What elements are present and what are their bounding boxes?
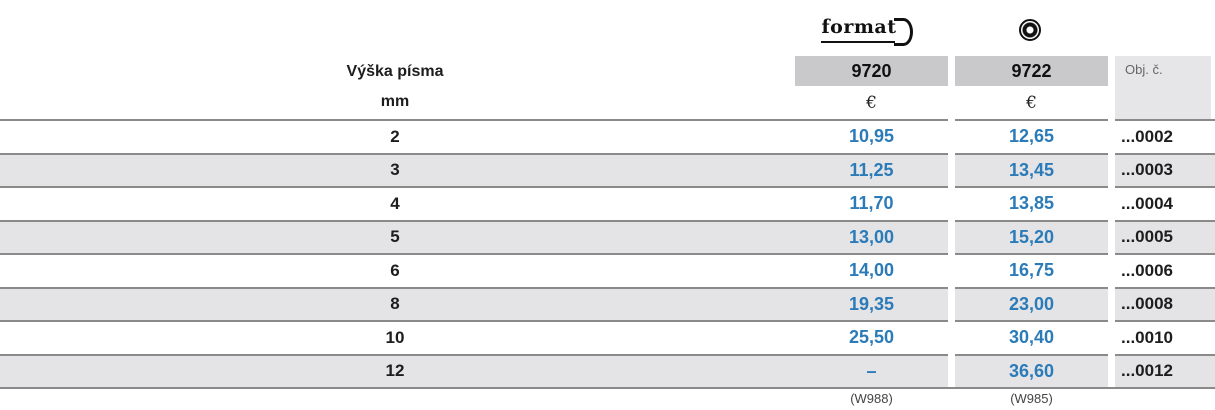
column-gap: [948, 353, 955, 389]
price-9720-cell: 11,70: [849, 193, 894, 214]
format-logo: format: [790, 8, 940, 52]
letter-height-cell: 5: [390, 227, 400, 247]
currency-col2: €: [1026, 92, 1037, 113]
footnote-col1: (W988): [850, 390, 893, 406]
letter-height-cell: 3: [390, 160, 400, 180]
table-row: 6 14,00 16,75 ...0006: [0, 253, 1215, 289]
price-9722-cell: 16,75: [1008, 260, 1055, 281]
price-9722-cell: 15,20: [1008, 226, 1055, 247]
order-number-cell: ...0005: [1121, 227, 1173, 247]
letter-height-cell: 4: [390, 193, 400, 213]
column-gap: [948, 119, 955, 155]
price-9720-cell: 25,50: [848, 327, 895, 348]
format-logo-mark: format: [815, 14, 914, 46]
column-gap: [948, 286, 955, 322]
column-gap: [1108, 152, 1115, 188]
price-9722-cell: 36,60: [1008, 360, 1055, 381]
table-row: 10 25,50 30,40 ...0010: [0, 320, 1215, 356]
column-title: Výška písma: [346, 63, 444, 80]
column-gap: [948, 320, 955, 356]
column-gap: [1108, 286, 1115, 322]
column-gap: [948, 219, 955, 255]
price-9720-cell: 10,95: [848, 126, 895, 147]
table-row: 4 11,70 13,85 ...0004: [0, 186, 1215, 222]
price-9722-cell: 30,40: [1008, 327, 1055, 348]
table-row: 12 – 36,60 ...0012: [0, 353, 1215, 389]
circular-seal-icon: [1019, 19, 1041, 41]
format-logo-text: format: [821, 16, 897, 38]
price-9720-cell: 14,00: [848, 260, 895, 281]
footnote-col2: (W985): [1010, 390, 1053, 406]
table-row: 8 19,35 23,00 ...0008: [0, 286, 1215, 322]
seal-logo: [950, 8, 1110, 52]
table-bottom-rule: [0, 387, 1215, 389]
column-gap: [1108, 186, 1115, 222]
column-gap: [948, 152, 955, 188]
column-gap: [1108, 219, 1115, 255]
column-unit: mm: [380, 93, 410, 110]
price-9720-cell: 19,35: [848, 293, 895, 314]
table-row: 5 13,00 15,20 ...0005: [0, 219, 1215, 255]
letter-height-cell: 2: [390, 126, 400, 146]
letter-height-cell: 12: [385, 361, 405, 381]
column-gap: [948, 253, 955, 289]
price-9720-cell: 11,25: [849, 159, 894, 180]
price-9722-cell: 12,65: [1008, 126, 1055, 147]
order-number-cell: ...0010: [1121, 327, 1173, 347]
column-gap: [1108, 253, 1115, 289]
price-9720-cell: –: [866, 360, 877, 381]
letter-height-cell: 6: [390, 260, 400, 280]
order-number-header: Obj. č.: [1115, 56, 1211, 119]
order-number-cell: ...0004: [1121, 193, 1173, 213]
order-number-cell: ...0012: [1121, 361, 1173, 381]
column-gap: [1108, 320, 1115, 356]
order-number-cell: ...0006: [1121, 260, 1173, 280]
price-9720-cell: 13,00: [848, 226, 895, 247]
price-9722-cell: 23,00: [1008, 293, 1055, 314]
product-code-9722: 9722: [955, 56, 1108, 86]
column-gap: [948, 186, 955, 222]
order-number-cell: ...0003: [1121, 160, 1173, 180]
letter-height-cell: 10: [385, 327, 405, 347]
order-number-cell: ...0008: [1121, 294, 1173, 314]
price-9722-cell: 13,45: [1008, 159, 1055, 180]
column-gap: [1108, 353, 1115, 389]
table-row: 3 11,25 13,45 ...0003: [0, 152, 1215, 188]
table-row: 2 10,95 12,65 ...0002: [0, 119, 1215, 155]
price-9722-cell: 13,85: [1008, 193, 1055, 214]
letter-height-cell: 8: [390, 294, 400, 314]
order-number-cell: ...0002: [1121, 126, 1173, 146]
product-code-9720: 9720: [795, 56, 948, 86]
currency-col1: €: [866, 92, 877, 113]
column-gap: [1108, 119, 1115, 155]
format-logo-underline: [821, 41, 895, 43]
